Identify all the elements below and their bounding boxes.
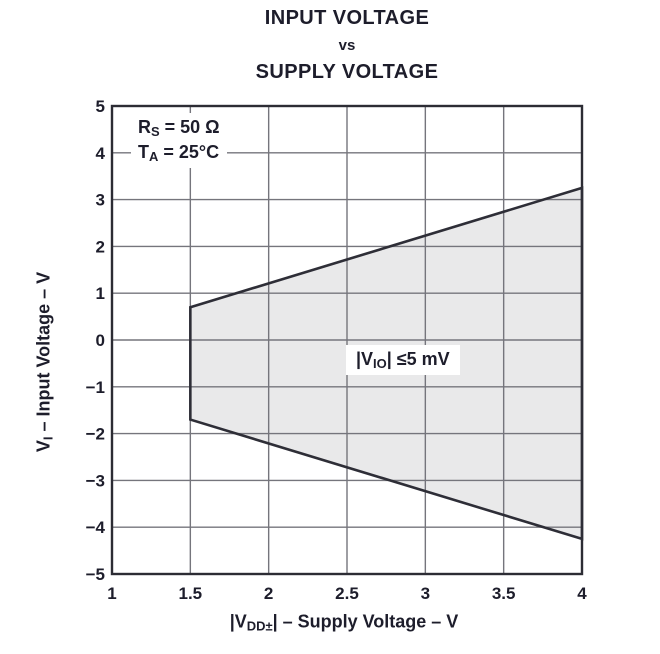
x-tick-label: 1 xyxy=(107,584,116,603)
chart-title: INPUT VOLTAGE vs SUPPLY VOLTAGE xyxy=(102,8,592,82)
y-tick-label: 1 xyxy=(96,284,105,303)
chart-title-line2: SUPPLY VOLTAGE xyxy=(255,61,439,83)
y-tick-label: −5 xyxy=(86,565,105,584)
chart-title-line1: INPUT VOLTAGE xyxy=(264,7,430,29)
y-tick-label: −3 xyxy=(86,471,105,490)
y-tick-label: 3 xyxy=(96,191,105,210)
condition-ta: TA = 25°C xyxy=(138,142,220,164)
y-tick-label: 0 xyxy=(96,331,105,350)
condition-rs: RS = 50 Ω xyxy=(138,117,220,139)
y-tick-label: 5 xyxy=(96,97,105,116)
y-tick-label: −1 xyxy=(86,378,105,397)
y-tick-label: −4 xyxy=(86,518,106,537)
chart-title-vs: vs xyxy=(338,37,356,54)
x-tick-label: 2.5 xyxy=(335,584,359,603)
operating-region-outline xyxy=(189,186,584,541)
region-label-annotation: |VIO| ≤5 mV xyxy=(346,345,460,375)
x-tick-label: 3.5 xyxy=(492,584,516,603)
x-tick-label: 4 xyxy=(577,584,587,603)
x-tick-label: 3 xyxy=(421,584,430,603)
x-axis-label: |VDD±| – Supply Voltage – V xyxy=(229,611,459,634)
y-axis-label: VI – Input Voltage – V xyxy=(33,271,56,453)
x-tick-label: 2 xyxy=(264,584,273,603)
test-conditions-annotation: RS = 50 Ω TA = 25°C xyxy=(131,113,227,168)
y-tick-label: 4 xyxy=(96,144,106,163)
x-tick-label: 1.5 xyxy=(179,584,203,603)
y-tick-label: −2 xyxy=(86,425,105,444)
y-tick-label: 2 xyxy=(96,237,105,256)
